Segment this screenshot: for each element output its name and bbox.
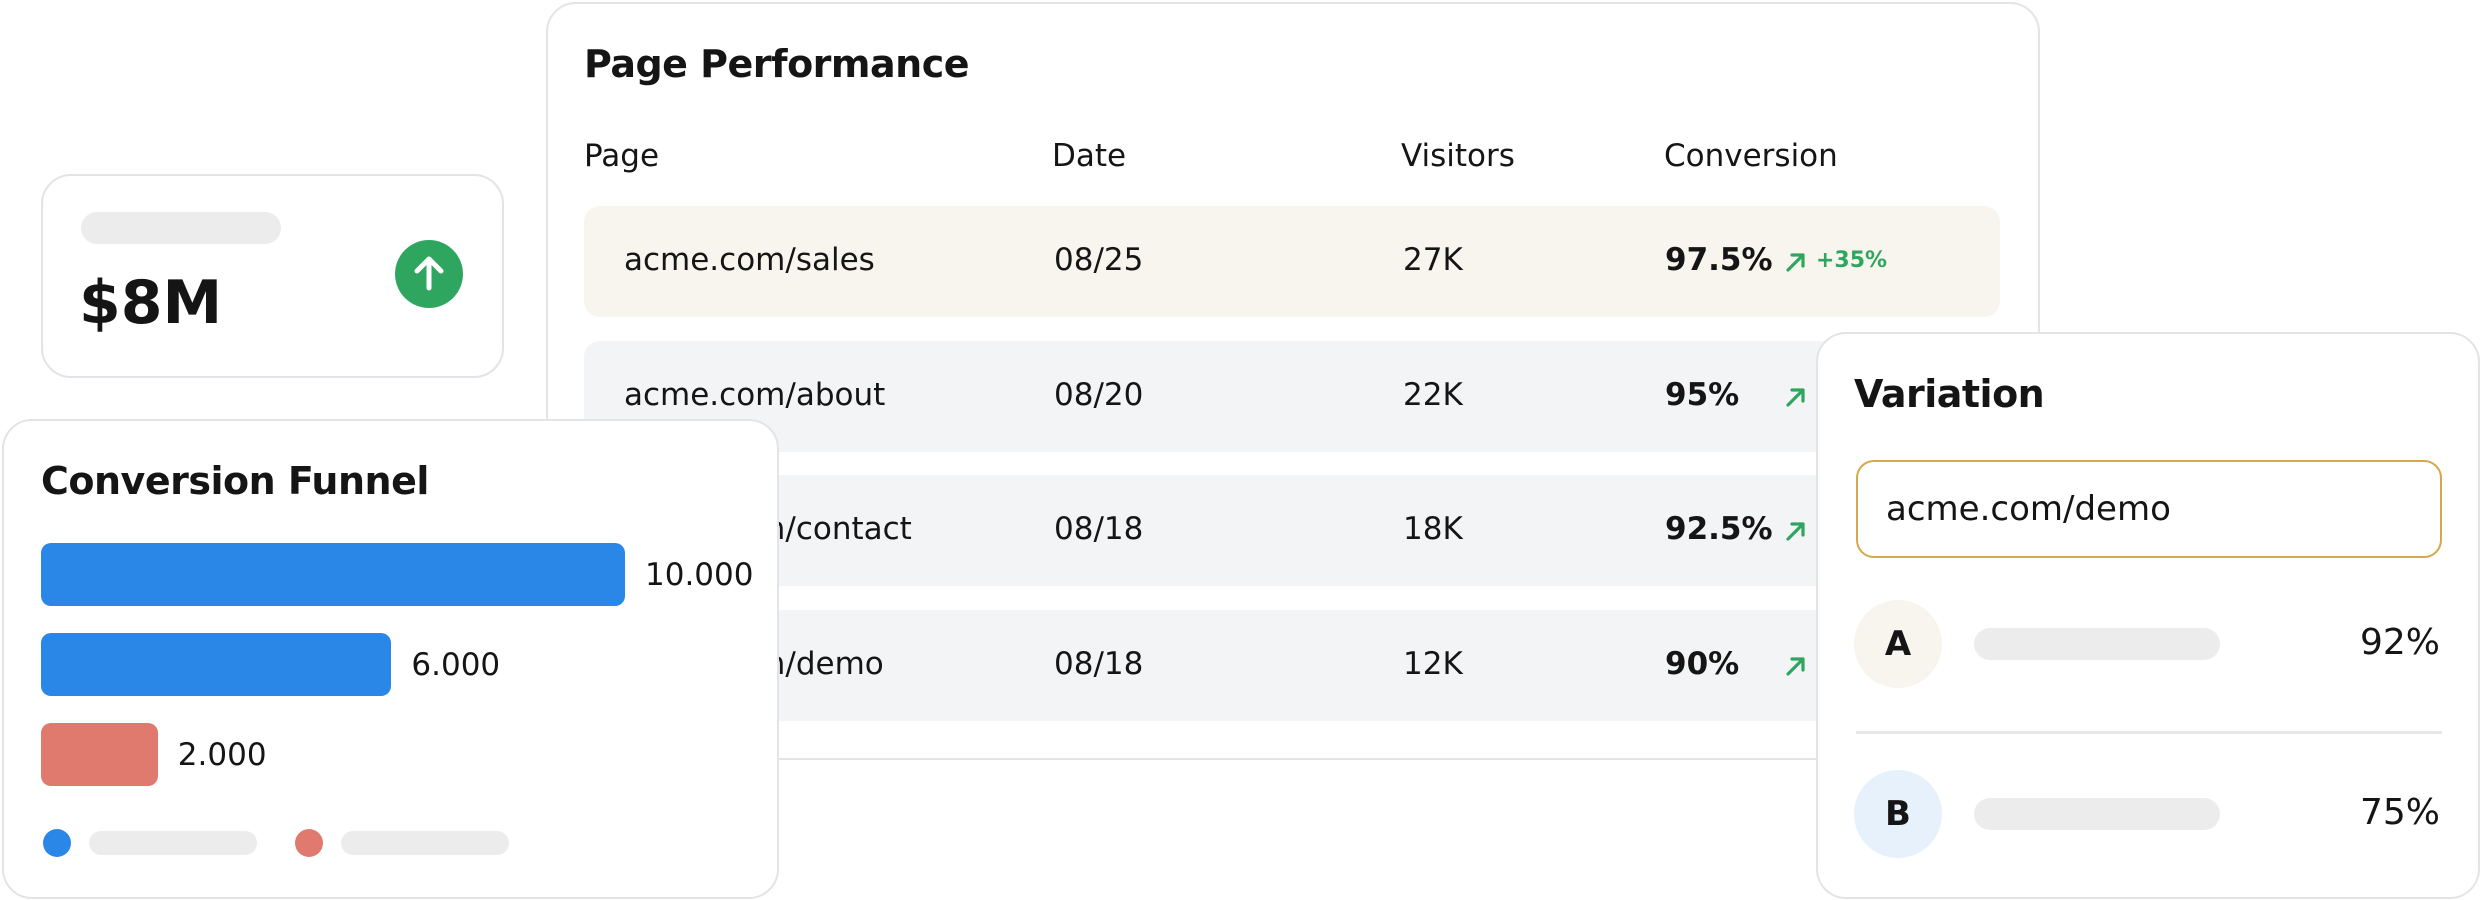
legend (43, 829, 509, 857)
kpi-value: $8M (79, 268, 223, 338)
trend-icon (1786, 387, 1805, 407)
funnel-card: Conversion Funnel 10.000 6.000 2.000 (2, 419, 779, 899)
column-header: Date (1052, 138, 1127, 174)
table-row (584, 609, 2000, 721)
table-cell: 08/20 (1054, 376, 1144, 413)
bar (41, 723, 158, 786)
value-label: 6.000 (411, 647, 501, 683)
table-row (584, 340, 2000, 452)
up-icon (395, 240, 463, 308)
column-header: Conversion (1664, 138, 1838, 174)
table-cell: 08/18 (1054, 645, 1144, 682)
variant-value: 75% (2359, 792, 2440, 833)
table-cell: 97.5% (1665, 242, 1773, 278)
table-cell: 18K (1403, 511, 1463, 547)
trend-icon (1786, 656, 1805, 676)
variation-card: Variation acme.com/demo A 92% B 75% (1816, 332, 2480, 899)
variant-value: 92% (2359, 622, 2440, 663)
page-performance-card: Page Performance Page Date Visitors Convers… (546, 2, 2040, 760)
table-cell: acme.com/about (624, 376, 886, 413)
placeholder (1974, 628, 2220, 660)
card-title: Variation (1854, 372, 2045, 416)
card-title: Conversion Funnel (41, 459, 429, 503)
column-header: Page (584, 138, 660, 174)
table-cell: 12K (1403, 645, 1463, 682)
bar (41, 543, 625, 606)
column-header: Visitors (1401, 138, 1515, 174)
url-input[interactable]: acme.com/demo (1856, 460, 2442, 558)
value-label: 2.000 (177, 737, 267, 773)
value-label: 10.000 (645, 557, 754, 593)
table-cell: 27K (1403, 242, 1463, 278)
divider (1856, 731, 2442, 734)
table-cell: 08/18 (1054, 511, 1144, 547)
variant-badge: B (1854, 770, 1942, 858)
table-cell: 95% (1665, 376, 1740, 413)
bar (41, 633, 392, 696)
kpi-card: $8M (41, 174, 504, 378)
placeholder (1974, 798, 2220, 830)
trend-icon (1786, 253, 1805, 272)
trend-icon (1786, 522, 1805, 541)
card-title: Page Performance (584, 42, 970, 86)
table-cell: acme.com/sales (624, 242, 875, 278)
table-cell: 22K (1403, 376, 1463, 413)
variant-badge: A (1854, 600, 1942, 688)
table-cell: 08/25 (1054, 242, 1144, 278)
table-row (584, 206, 2000, 317)
table-cell: 90% (1665, 645, 1740, 682)
placeholder (81, 212, 281, 244)
change-badge: +35% (1816, 248, 1888, 273)
table-row (584, 475, 2000, 586)
table-cell: 92.5% (1665, 511, 1773, 547)
